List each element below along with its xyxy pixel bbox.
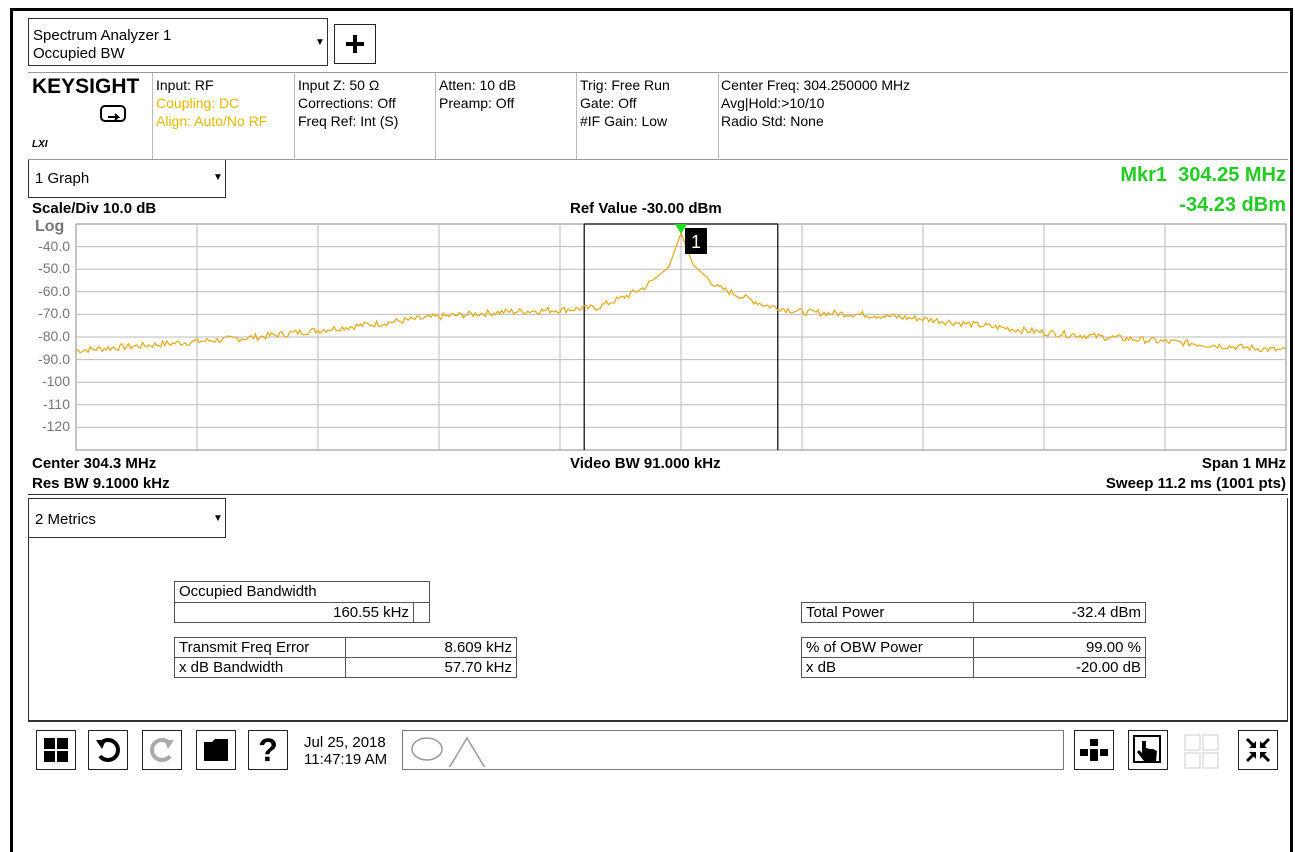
y-tick-label: -80.0 [38, 328, 70, 344]
window-frame [10, 8, 1293, 852]
obw-power-label: % of OBW Power [801, 637, 974, 658]
multi-window-icon[interactable] [1184, 734, 1220, 775]
xdb-value: -20.00 dB [973, 657, 1146, 678]
obw-value: 160.55 kHz [174, 602, 414, 623]
marker-frequency: Mkr1 304.25 MHz [1120, 164, 1286, 186]
y-tick-label: -70.0 [38, 305, 70, 322]
info-attenuation[interactable]: Atten: 10 dB Preamp: Off [439, 77, 517, 111]
help-button[interactable]: ? [248, 730, 288, 770]
y-tick-label: -110 [43, 395, 70, 412]
touch-hand-icon [1133, 735, 1161, 763]
app-title: Spectrum Analyzer 1 [33, 27, 172, 44]
log-label: Log [35, 218, 65, 235]
layout-icon [1080, 739, 1108, 761]
redo-button[interactable] [142, 730, 182, 770]
y-tick-label: -100 [41, 373, 70, 390]
windows-icon [44, 738, 68, 762]
marker-label: 1 [691, 232, 701, 252]
lxi-logo: LXI [32, 139, 48, 150]
window-layout-button[interactable] [1074, 730, 1114, 770]
zoom-window-button[interactable] [1238, 730, 1278, 770]
y-tick-label: -90.0 [38, 350, 70, 367]
chevron-down-icon: ▼ [213, 172, 223, 183]
y-tick-label: -50.0 [38, 260, 70, 277]
brand-logo: KEYSIGHT [32, 75, 140, 98]
xdb-label: x dB [801, 657, 974, 678]
help-icon: ? [258, 732, 278, 768]
center-frequency[interactable]: Center 304.3 MHz [32, 455, 157, 472]
marker-triangle-icon [675, 224, 687, 234]
folder-icon [204, 739, 228, 761]
scale-per-div: Scale/Div 10.0 dB [32, 200, 157, 217]
redo-icon [150, 738, 174, 762]
video-bandwidth[interactable]: Video BW 91.000 kHz [570, 455, 721, 472]
windows-button[interactable] [36, 730, 76, 770]
info-input[interactable]: Input: RF Coupling: DC Align: Auto/No RF [156, 77, 268, 129]
touch-mode-button[interactable] [1128, 730, 1168, 770]
collapse-arrows-icon [1245, 737, 1271, 763]
add-button[interactable] [334, 24, 376, 64]
metrics-dropdown[interactable]: 2 Metrics ▼ [28, 498, 226, 538]
spectrum-plot[interactable]: 1 [28, 222, 1288, 454]
marker-amplitude: -34.23 dBm [1179, 194, 1286, 216]
total-power-value: -32.4 dBm [973, 602, 1146, 623]
message-bar[interactable] [402, 730, 1064, 770]
span[interactable]: Span 1 MHz [1201, 455, 1286, 472]
obw-label: Occupied Bandwidth [174, 581, 430, 603]
info-center-freq[interactable]: Center Freq: 304.250000 MHz Avg|Hold:>10… [721, 77, 911, 129]
info-corrections[interactable]: Input Z: 50 Ω Corrections: Off Freq Ref:… [298, 77, 399, 129]
info-bar: KEYSIGHT LXI Input: RF Coupling: DC Alig… [28, 72, 1288, 160]
resolution-bandwidth[interactable]: Res BW 9.1000 kHz [32, 475, 170, 492]
obw-value-spacer [413, 602, 430, 623]
total-power-label: Total Power [801, 602, 974, 623]
screen-share-icon[interactable] [100, 105, 128, 132]
chevron-down-icon: ▼ [315, 37, 325, 48]
y-tick-label: -120 [41, 418, 70, 435]
undo-icon [96, 738, 120, 762]
plus-icon [346, 35, 364, 53]
measurement-title-box[interactable]: Spectrum Analyzer 1 Occupied BW ▼ [28, 18, 328, 66]
marker-label-box [685, 228, 707, 254]
measurement-name: Occupied BW [33, 45, 125, 62]
message-bubble-icon [411, 737, 443, 761]
undo-button[interactable] [88, 730, 128, 770]
tfe-label: Transmit Freq Error [174, 637, 346, 658]
graph-dropdown[interactable]: 1 Graph ▼ [28, 160, 226, 198]
ref-value[interactable]: Ref Value -30.00 dBm [570, 200, 722, 217]
info-trigger[interactable]: Trig: Free Run Gate: Off #IF Gain: Low [580, 77, 670, 129]
y-tick-label: -60.0 [38, 282, 70, 299]
sweep-time[interactable]: Sweep 11.2 ms (1001 pts) [1105, 475, 1286, 492]
obw-power-value: 99.00 % [973, 637, 1146, 658]
file-button[interactable] [196, 730, 236, 770]
warning-triangle-icon [448, 736, 486, 767]
tfe-value: 8.609 kHz [345, 637, 517, 658]
xbw-label: x dB Bandwidth [174, 657, 346, 678]
chevron-down-icon: ▼ [213, 513, 223, 524]
clock: Jul 25, 2018 11:47:19 AM [304, 734, 388, 768]
xbw-value: 57.70 kHz [345, 657, 517, 678]
y-tick-label: -40.0 [38, 237, 70, 254]
